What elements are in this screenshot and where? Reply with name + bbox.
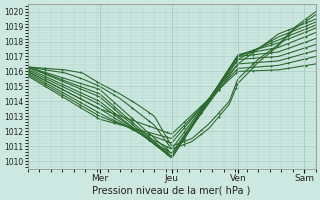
X-axis label: Pression niveau de la mer( hPa ): Pression niveau de la mer( hPa ) [92,186,251,196]
